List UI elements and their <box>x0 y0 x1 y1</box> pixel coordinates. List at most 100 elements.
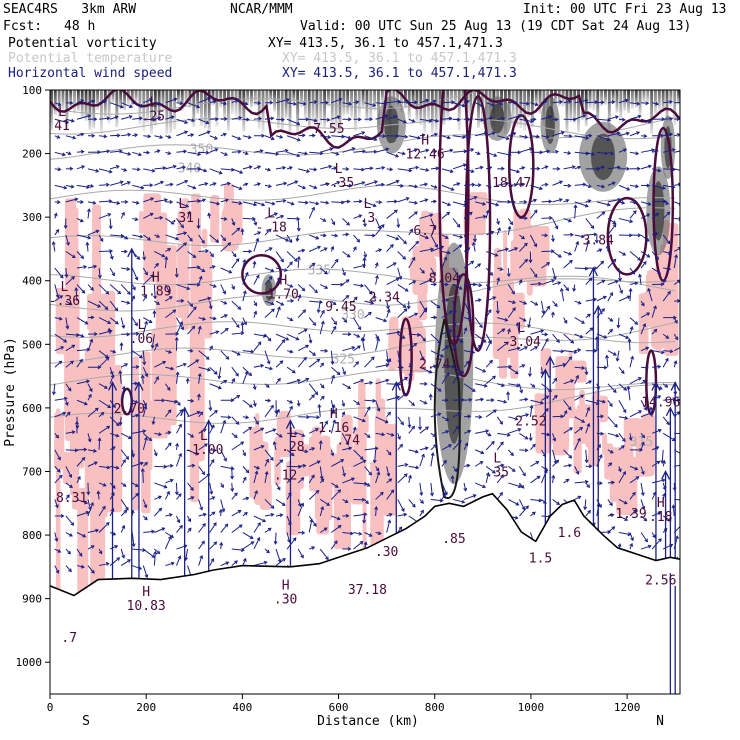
wind-arrow <box>286 151 300 157</box>
wind-arrow-head <box>90 545 95 549</box>
wind-arrow-head <box>319 475 324 480</box>
wind-arrow-head <box>153 452 158 457</box>
wind-arrow-head <box>135 364 140 369</box>
wind-arrow <box>651 213 659 219</box>
wind-arrow <box>585 218 595 229</box>
wind-arrow <box>640 165 652 170</box>
wind-arrow-head <box>296 255 301 260</box>
wind-arrow <box>518 383 523 393</box>
wind-arrow-head <box>106 149 111 154</box>
org-label: NCAR/MMM <box>230 2 293 17</box>
wind-arrow <box>120 459 126 467</box>
wind-arrow-head <box>577 165 582 170</box>
wind-arrow <box>353 361 359 368</box>
wind-arrow-head <box>560 349 565 354</box>
wind-arrow-head <box>366 434 371 438</box>
gray-shade <box>673 90 677 126</box>
wind-arrow-head <box>387 451 392 456</box>
wind-arrow-head <box>503 399 508 404</box>
wind-arrow <box>342 218 350 226</box>
wind-arrow <box>640 234 650 242</box>
wind-arrow <box>364 201 377 207</box>
wind-arrow-head <box>325 100 329 105</box>
wind-arrow <box>120 559 131 566</box>
wind-arrow <box>508 416 518 420</box>
pink-shade <box>143 193 161 283</box>
wind-arrow <box>563 410 568 418</box>
wind-arrow <box>441 149 453 153</box>
wind-arrow-head <box>376 407 381 412</box>
wind-arrow <box>220 420 226 434</box>
wind-arrow-head <box>673 360 678 365</box>
wind-arrow-head <box>57 549 62 553</box>
wind-arrow <box>309 101 317 104</box>
wind-arrow <box>419 333 426 342</box>
wind-arrow <box>98 399 111 408</box>
wind-arrow-head <box>202 316 207 321</box>
extremum-value: .85 <box>442 532 465 547</box>
wind-arrow-head <box>570 379 575 383</box>
wind-arrow-head <box>82 533 87 538</box>
wind-arrow-head <box>489 359 493 364</box>
wind-arrow <box>640 412 653 418</box>
wind-arrow <box>529 367 531 377</box>
wind-arrow <box>165 183 173 186</box>
wind-arrow-head <box>521 364 526 368</box>
wind-arrow-head <box>245 496 250 501</box>
wind-arrow-head <box>448 116 453 121</box>
wind-arrow <box>361 337 366 351</box>
wind-arrow-head <box>593 232 598 237</box>
wind-arrow <box>430 498 443 502</box>
wind-arrow <box>231 317 240 328</box>
wind-arrow <box>342 251 351 258</box>
wind-arrow <box>275 267 288 271</box>
pink-shade <box>291 429 304 490</box>
wind-arrow-head <box>63 339 68 343</box>
wind-arrow <box>452 244 462 252</box>
wind-arrow-head <box>296 227 301 232</box>
wind-arrow <box>552 499 560 505</box>
wind-arrow-head <box>363 254 368 259</box>
extremum-value: -1.00 <box>184 443 223 458</box>
wind-arrow-head <box>93 264 98 269</box>
wind-arrow-head <box>424 198 429 203</box>
wind-arrow-head <box>432 226 437 231</box>
wind-arrow-head <box>550 311 555 316</box>
wind-arrow-head <box>683 344 686 347</box>
wind-arrow <box>331 234 338 237</box>
wind-arrow <box>154 548 160 554</box>
wind-arrow-head <box>222 290 227 295</box>
gray-shade <box>200 90 203 127</box>
wind-arrow <box>408 333 420 336</box>
wind-arrow-head <box>199 506 204 511</box>
wind-arrow <box>419 267 425 274</box>
wind-arrow <box>142 432 152 441</box>
extremum-value: .28 <box>281 440 304 455</box>
wind-arrow <box>176 515 180 523</box>
wind-arrow-head <box>632 210 637 214</box>
gray-shade <box>330 90 334 128</box>
wind-arrow-head <box>280 214 285 219</box>
wind-arrow <box>640 400 647 411</box>
wind-arrow-head <box>168 535 172 540</box>
wind-arrow-head <box>311 133 316 138</box>
updraft-arrow-head <box>107 381 118 391</box>
wind-arrow-head <box>387 519 392 524</box>
wind-arrow <box>585 277 593 285</box>
updraft-arrow-head <box>391 381 401 391</box>
wind-arrow-head <box>225 198 229 203</box>
wind-arrow <box>220 449 227 462</box>
wind-arrow-head <box>587 199 592 204</box>
wind-arrow-head <box>395 153 400 158</box>
wind-arrow <box>209 410 218 418</box>
wind-arrow-head <box>126 332 131 337</box>
wind-arrow-head <box>494 253 499 257</box>
wind-arrow-head <box>80 255 85 260</box>
wind-arrow <box>552 101 563 104</box>
wind-arrow-head <box>57 102 62 107</box>
wind-arrow-head <box>196 104 201 109</box>
wind-arrow-head <box>292 537 297 542</box>
wind-arrow <box>176 150 187 153</box>
wind-arrow-head <box>368 290 373 295</box>
wind-arrow <box>496 492 503 500</box>
